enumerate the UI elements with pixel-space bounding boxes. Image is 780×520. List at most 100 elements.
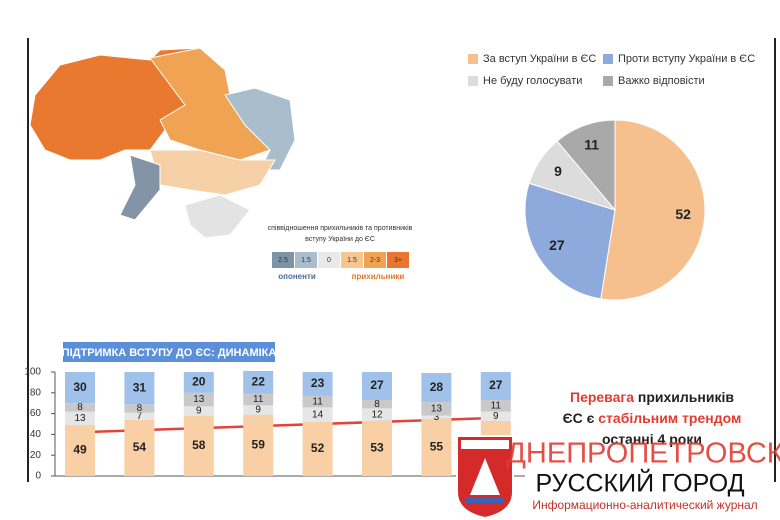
watermark-city: ДНЕПРОПЕТРОВСК [506,438,780,470]
bar-segment [362,420,392,476]
bar-segment [302,372,333,396]
map-legend-swatch [341,252,363,268]
bar-segment [362,372,392,401]
bar-label: 13 [431,404,443,415]
watermark-subtitle: Информационно-аналитический журнал [532,498,757,512]
bar-segment [243,405,274,415]
bar-label: 31 [133,380,147,394]
map-legend-title: співвідношення прихильників та противник… [268,224,413,232]
bar-label: 23 [311,376,325,390]
bar-label: 14 [312,409,324,420]
y-tick-label: 100 [24,367,41,378]
bar-label: 8 [137,403,143,414]
map-legend-swatch [364,252,386,268]
bar-label: 53 [370,441,384,455]
legend-label: Проти вступу України в ЄС [618,53,755,65]
map-legend-label: 1.5 [347,257,357,264]
annotation-part: прихильників [634,389,734,405]
legend-swatch [603,76,613,86]
bar-segment [124,372,155,405]
y-tick-label: 0 [35,471,41,482]
y-tick-label: 20 [30,450,42,461]
bar-segment [362,400,392,409]
legend-label: За вступ України в ЄС [483,53,596,65]
bar-segment [480,372,511,401]
legend-swatch [468,76,478,86]
bar-segment [243,414,274,476]
bar-segment [124,404,155,413]
bar-segment [480,400,511,412]
bar-segment [302,407,333,422]
pie-slice [600,119,706,301]
bar-label: 27 [370,378,384,392]
map-odesa [119,154,161,221]
bar-label: 52 [311,441,325,455]
bar-label: 8 [374,399,380,410]
annotation-line: ЄС є стабільним трендом [563,410,742,426]
bar-segment [183,415,214,476]
bar-segment [65,411,95,426]
annotation-part: стабільним трендом [598,410,741,426]
legend-label: Не буду голосувати [483,75,582,87]
pie-label: 9 [554,163,562,179]
bar-segment [124,412,155,420]
map-legend-label: 2.5 [278,257,288,264]
map-legend-swatch [318,252,340,268]
annotation-part: Перевага [570,389,634,405]
bar-segment [124,419,155,476]
bar-segment [302,395,333,408]
bar-segment [421,415,452,419]
bar-segment [362,408,392,421]
bar-segment [65,425,95,476]
pie-label: 52 [675,206,691,222]
bar-label: 30 [73,380,87,394]
bar-segment [243,393,274,406]
bar-title-box [63,342,275,362]
bar-label: 49 [73,443,87,457]
map-legend-swatch [272,252,294,268]
bar-segment [421,373,452,403]
legend-swatch [603,54,613,64]
pie-label: 27 [549,237,565,253]
bar-label: 59 [252,437,266,451]
pie-label: 11 [584,136,599,152]
bar-segment [183,406,214,416]
logo-banner [461,440,509,449]
bar-segment [243,370,274,394]
bar-label: 55 [430,440,444,454]
bar-label: 20 [192,375,206,389]
bar-segment [65,372,95,404]
bar-chart-title: ПІДТРИМКА ВСТУПУ ДО ЄС: ДИНАМІКА [62,347,277,359]
bar-label: 8 [77,402,83,413]
map-legend-label: 2-3 [370,257,380,264]
map-crimea [184,194,251,239]
bar-label: 3 [434,412,440,423]
y-tick-label: 60 [30,408,42,419]
bar-label: 28 [430,380,444,394]
y-tick-label: 80 [30,387,42,398]
map-legend-swatch [295,252,317,268]
map-east [224,87,296,171]
bar-label: 13 [193,394,205,405]
bar-segment [183,372,214,393]
bar-label: 11 [253,394,264,405]
bar-label: 27 [489,378,503,392]
bar-label: 9 [196,406,202,417]
legend-label: Важко відповісти [618,75,705,87]
bar-label: 9 [255,405,261,416]
watermark-slogan: РУССКИЙ ГОРОД [535,468,744,498]
map-legend-label: 1.5 [301,257,311,264]
map-south [149,149,276,196]
bar-label: 54 [133,440,147,454]
bar-label: 11 [491,400,502,411]
map-legend-title: вступу України до ЄС [305,236,375,243]
bar-label: 11 [312,396,323,407]
bar-label: 7 [137,411,143,422]
bar-segment [183,392,214,407]
bar-segment [302,421,333,476]
logo-emblem [470,458,500,495]
bar-label: 58 [192,438,206,452]
bar-label: 13 [74,413,86,424]
map [29,47,296,239]
